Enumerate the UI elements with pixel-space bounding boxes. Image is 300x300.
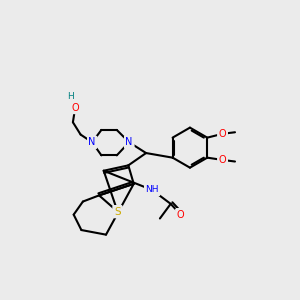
Text: O: O [71, 103, 79, 112]
Text: O: O [219, 129, 226, 139]
Text: methyl: methyl [0, 299, 1, 300]
Text: NH: NH [146, 185, 159, 194]
Text: O: O [177, 210, 184, 220]
Text: O: O [177, 210, 184, 220]
Text: methoxy: methoxy [0, 299, 1, 300]
Text: NH: NH [146, 185, 159, 194]
Text: O: O [219, 155, 226, 165]
Text: O: O [219, 155, 226, 165]
Text: O: O [71, 103, 79, 112]
Text: N: N [125, 137, 133, 147]
Text: O: O [219, 129, 226, 139]
Text: N: N [88, 137, 96, 147]
Text: methoxy: methoxy [229, 133, 235, 135]
Text: methoxy: methoxy [0, 299, 1, 300]
Text: S: S [114, 207, 121, 217]
Text: O: O [219, 155, 226, 165]
Text: H: H [67, 92, 74, 100]
Text: N: N [125, 137, 133, 147]
Text: O: O [71, 103, 79, 112]
Text: N: N [88, 137, 96, 147]
Text: NH: NH [146, 185, 159, 194]
Text: N: N [125, 137, 133, 147]
Text: S: S [114, 207, 121, 217]
Text: S: S [114, 207, 121, 217]
Text: N: N [88, 137, 96, 147]
Text: O: O [177, 210, 184, 220]
Text: H: H [67, 92, 74, 100]
Text: O: O [219, 129, 226, 139]
Text: H: H [67, 92, 74, 100]
